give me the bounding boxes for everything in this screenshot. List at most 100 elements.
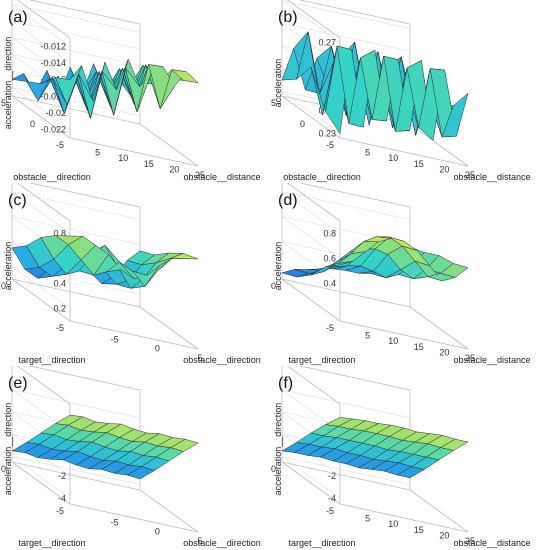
surface-plot-1: -0.012-0.014-0.016-0.018-0.02-0.02251015… [1,0,261,182]
surface-patch [440,438,469,451]
x-tick-label: 15 [414,342,424,352]
z-gridline [11,191,71,234]
y-tick-label: 0 [1,281,6,291]
floor-edge [409,306,469,350]
z-axis-label: acceleration [273,242,283,291]
x-tick-label: 10 [388,519,398,529]
surface-mesh [281,31,469,141]
floor-edge [69,320,199,350]
x-tick-label: 5 [365,148,370,158]
floor-edge [11,95,71,139]
z-gridline [11,87,71,130]
z-tick-label: -2 [58,471,66,481]
y-tick-label: 0 [30,119,35,129]
y-axis-label: obstacle__direction [283,172,361,182]
z-axis-label: acceleration__direction [3,403,13,496]
top-edge [28,183,141,208]
z-gridline [11,20,71,64]
z-gridline [11,37,71,80]
x-tick-label: 5 [95,148,100,158]
top-edge [16,0,71,39]
x-tick-label: 5 [365,514,370,524]
z-gridline [11,456,71,499]
z-gridline [11,191,141,220]
z-tick-label: -0.02 [45,108,66,118]
floor-edge [339,320,469,350]
z-axis-label: acceleration__direction [3,37,13,130]
z-gridline [281,456,411,485]
y-tick-label: 0 [1,464,6,474]
z-tick-label: -0.018 [40,91,66,101]
y-axis-label: target__direction [288,538,355,548]
x-tick-label: 10 [388,336,398,346]
z-tick-label: 0.23 [318,128,336,138]
floor-edge [139,489,199,533]
z-tick-label: -0.012 [40,41,66,51]
top-edge [286,183,341,222]
z-gridline [281,191,411,220]
floor-edge [11,278,141,308]
y-axis-label: target__direction [288,355,355,365]
z-tick-label: 0.8 [323,229,336,239]
z-gridline [281,241,341,284]
z-gridline [281,22,411,52]
floor-edge [281,461,411,491]
floor-edge [409,489,469,533]
z-tick-label: 0.2 [53,304,66,314]
x-tick-label: 5 [197,353,202,363]
surface-mesh [11,58,199,119]
panel-d: 0.8 0.6 0.4 5 10 15 20 25 0 -5 obstacle__distance t… [270,183,540,366]
panel-a: -0.012-0.014-0.016-0.018-0.02-0.02251015… [0,0,270,183]
z-gridline [11,266,71,309]
y-tick-label: -5 [326,506,334,516]
z-axis-label: acceleration [273,59,283,108]
x-axis-label: obstacle__distance [453,355,530,365]
y-tick-label: -5 [56,506,64,516]
panel-b: 0.270.260.250.240.2351015202550-5obstacl… [270,0,540,183]
top-edge [286,0,341,39]
panel-label: (f) [278,375,293,392]
z-gridline [281,216,341,259]
z-tick-label: 0.6 [323,254,336,264]
surface-plot-5: 20-2-4-5050-5obstacle__directiontarget__… [1,366,261,548]
x-tick-label: 10 [388,153,398,163]
floor-edge [11,461,71,505]
z-tick-label: -4 [328,493,336,503]
panel-c: 0.80.60.40.2-5050-5obstacle__directionta… [0,183,270,366]
x-tick-label: 15 [414,159,424,169]
top-edge [286,366,341,405]
floor-edge [409,123,469,167]
floor-edge [281,278,411,308]
top-edge [298,0,411,25]
top-edge [16,183,71,222]
y-tick-label: -5 [56,140,64,150]
z-gridline [281,389,411,419]
y-tick-label: -5 [56,323,64,333]
x-axis-label: obstacle__direction [183,355,261,365]
x-tick-label: 5 [197,536,202,546]
floor-edge [69,503,199,533]
y-tick-label: -5 [326,323,334,333]
z-tick-label: 0.27 [318,38,336,48]
x-tick-label: 15 [414,525,424,535]
surface-plot-2: 0.270.260.250.240.2351015202550-5obstacl… [271,0,531,182]
x-tick-label: 25 [195,170,205,180]
z-gridline [281,91,341,134]
z-tick-label: -2 [328,471,336,481]
top-edge [28,366,141,391]
z-gridline [281,456,341,499]
floor-edge [281,95,341,139]
surface-mesh [281,417,469,479]
z-gridline [281,0,411,29]
panel-label: (e) [8,375,28,392]
top-edge [28,0,141,25]
x-axis-label: obstacle__distance [183,172,260,182]
y-axis-label: obstacle__direction [13,172,91,182]
floor-edge [11,278,71,322]
floor-edge [139,306,199,350]
x-tick-label: 0 [155,527,160,537]
floor-edge [281,461,341,505]
y-tick-label: 5 [1,98,6,108]
z-gridline [281,191,341,234]
